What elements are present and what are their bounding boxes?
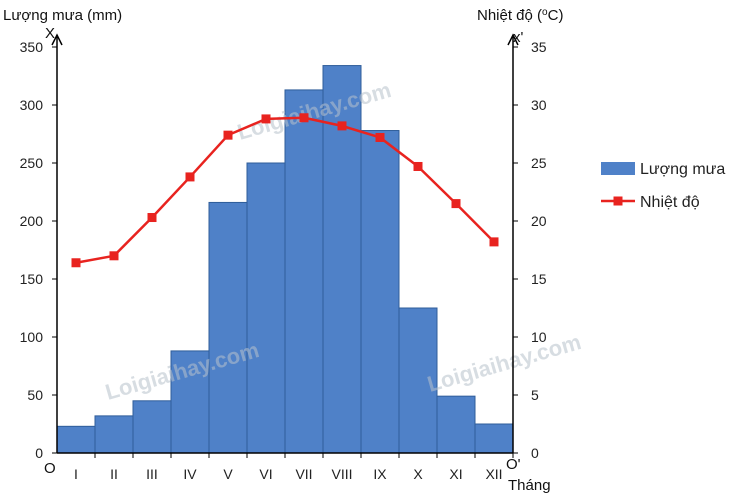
temperature-point [337, 121, 347, 131]
temperature-point [261, 114, 271, 124]
left-axis-arrow [51, 33, 63, 46]
x-tick-label: VI [259, 466, 272, 482]
legend-bar-label: Lượng mưa [640, 161, 725, 178]
left-axis-letter: X [45, 25, 55, 42]
right-axis-title-main: Nhiệt độ ( [477, 7, 542, 24]
left-tick-label: 0 [35, 445, 43, 461]
rain-bar [436, 395, 476, 454]
right-axis-letter: x' [513, 29, 524, 46]
left-tick-label: 200 [20, 213, 44, 229]
x-tick-label: IV [183, 466, 197, 482]
legend-line-marker [613, 196, 623, 206]
watermark-text: Loigiaihay.com [424, 329, 583, 397]
left-tick-label: 350 [20, 39, 44, 55]
temperature-line [75, 116, 495, 264]
x-tick-label: IX [373, 466, 387, 482]
origin-right-label: O' [506, 456, 521, 473]
rain-bar [208, 201, 248, 454]
left-tick-label: 50 [27, 387, 43, 403]
legend-layer: Lượng mưa Nhiệt độ [601, 161, 725, 211]
left-tick-label: 300 [20, 97, 44, 113]
rain-bar [474, 423, 514, 454]
temperature-point [109, 251, 119, 261]
right-tick-label: 5 [531, 387, 539, 403]
right-axis-title: Nhiệt độ (oC) [477, 7, 563, 24]
right-tick-label: 30 [531, 97, 547, 113]
rain-bar [246, 162, 286, 454]
x-tick-label: XI [449, 466, 462, 482]
axes-layer [51, 33, 519, 458]
x-tick-label: X [413, 466, 423, 482]
legend-bar-swatch [601, 162, 635, 175]
x-tick-label: V [223, 466, 233, 482]
right-tick-label: 15 [531, 271, 547, 287]
rain-bar [284, 89, 324, 454]
temperature-point [71, 258, 81, 268]
temperature-point [299, 113, 309, 123]
x-tick-label: II [110, 466, 118, 482]
x-tick-label: I [74, 466, 78, 482]
temperature-point [413, 161, 423, 171]
left-tick-label: 250 [20, 155, 44, 171]
temperature-point [489, 237, 499, 247]
rain-bar [360, 130, 400, 454]
rain-bar [132, 400, 172, 454]
right-tick-label: 20 [531, 213, 547, 229]
x-tick-label: VIII [331, 466, 352, 482]
rain-bar [398, 307, 438, 454]
x-tick-label: VII [295, 466, 312, 482]
line-layer [71, 113, 499, 268]
right-tick-label: 35 [531, 39, 547, 55]
temperature-point [375, 132, 385, 142]
right-tick-label: 10 [531, 329, 547, 345]
right-axis-title-sup: o [542, 7, 548, 18]
temperature-point [185, 172, 195, 182]
x-axis-title: Tháng [508, 477, 551, 494]
temperature-point [223, 130, 233, 140]
x-tick-label: XII [485, 466, 502, 482]
temperature-point [147, 213, 157, 223]
left-tick-label: 100 [20, 329, 44, 345]
x-tick-label: III [146, 466, 158, 482]
legend-line-label: Nhiệt độ [640, 194, 700, 211]
right-tick-label: 25 [531, 155, 547, 171]
left-tick-label: 150 [20, 271, 44, 287]
temperature-point [451, 199, 461, 209]
rain-bar [94, 415, 134, 454]
left-axis-title: Lượng mưa (mm) [3, 7, 122, 24]
right-axis-title-end: C) [548, 7, 564, 24]
origin-left-label: O [44, 460, 56, 477]
rain-bar [56, 425, 96, 454]
right-axis-arrow [507, 33, 519, 46]
right-tick-label: 0 [531, 445, 539, 461]
bars-layer [56, 65, 514, 454]
